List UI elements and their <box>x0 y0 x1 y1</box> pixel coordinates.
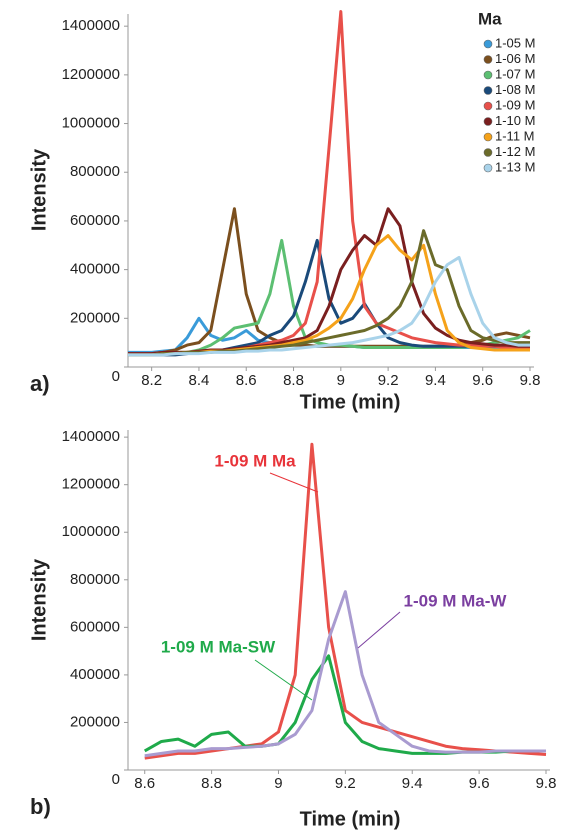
annotation-leader <box>357 611 401 649</box>
annotation: 1-09 M Ma-SW <box>161 637 276 656</box>
legend-label: 1-09 M <box>495 97 535 112</box>
legend-label: 1-05 M <box>495 35 535 50</box>
legend-marker <box>483 55 493 64</box>
x-axis-label: Time (min) <box>300 808 401 830</box>
x-tick-label: 8.8 <box>283 372 304 389</box>
y-tick-label: 0 <box>112 771 120 788</box>
x-tick-label: 9.6 <box>472 372 493 389</box>
y-tick-label: 1400000 <box>62 17 120 34</box>
panel-label: b) <box>30 794 51 819</box>
x-tick-label: 9.2 <box>378 372 399 389</box>
x-tick-label: 8.8 <box>201 775 222 792</box>
x-tick-label: 8.6 <box>134 775 155 792</box>
y-tick-label: 400000 <box>70 261 120 278</box>
y-tick-label: 1200000 <box>62 66 120 83</box>
legend-label: 1-12 M <box>495 144 535 159</box>
annotation-leader <box>254 659 313 701</box>
x-tick-label: 9.6 <box>469 775 490 792</box>
x-tick-label: 9.8 <box>520 372 541 389</box>
legend-marker <box>483 86 493 95</box>
legend-label: 1-10 M <box>495 113 535 128</box>
panel-label: a) <box>30 371 50 396</box>
y-tick-label: 1400000 <box>62 428 120 445</box>
legend-marker <box>483 39 493 49</box>
x-axis-label: Time (min) <box>300 391 401 413</box>
x-tick-label: 8.4 <box>189 372 210 389</box>
annotation: 1-09 M Ma-W <box>404 591 508 610</box>
legend-marker <box>483 70 493 80</box>
y-tick-label: 200000 <box>70 309 120 326</box>
series-line <box>128 207 531 357</box>
y-tick-label: 800000 <box>70 163 120 180</box>
legend-label: 1-06 M <box>495 51 535 66</box>
annotation-leader <box>269 472 319 493</box>
x-tick-label: 9 <box>337 372 345 389</box>
x-tick-label: 9 <box>274 775 282 792</box>
annotation: 1-09 M Ma <box>214 451 296 470</box>
series-line <box>144 590 546 758</box>
y-tick-label: 200000 <box>70 713 120 730</box>
y-tick-label: 800000 <box>70 571 120 588</box>
y-tick-label: 1000000 <box>62 523 120 540</box>
x-tick-label: 8.2 <box>141 372 162 389</box>
x-tick-label: 9.8 <box>536 775 557 792</box>
legend-marker <box>483 117 493 126</box>
x-tick-label: 8.6 <box>236 372 257 389</box>
legend-label: 1-13 M <box>495 159 535 174</box>
legend-marker <box>483 101 493 111</box>
y-tick-label: 1000000 <box>62 115 120 132</box>
y-tick-label: 1200000 <box>62 476 120 493</box>
y-tick-label: 600000 <box>70 618 120 635</box>
x-tick-label: 9.4 <box>425 372 446 389</box>
legend-label: 1-07 M <box>495 66 535 81</box>
legend-marker <box>483 163 493 173</box>
y-tick-label: 0 <box>112 368 120 385</box>
x-tick-label: 9.4 <box>402 775 423 792</box>
y-tick-label: 600000 <box>70 212 120 229</box>
legend-label: 1-11 M <box>495 128 535 143</box>
legend-marker <box>483 132 493 142</box>
legend-label: 1-08 M <box>495 82 535 97</box>
y-tick-label: 400000 <box>70 666 120 683</box>
legend-title: Ma <box>478 9 502 28</box>
y-axis-label: Intensity <box>28 148 50 231</box>
y-axis-label: Intensity <box>28 558 50 641</box>
legend-marker <box>483 148 493 157</box>
x-tick-label: 9.2 <box>335 775 356 792</box>
series-line <box>144 442 547 760</box>
series-line <box>128 255 530 357</box>
series-line <box>128 207 530 356</box>
